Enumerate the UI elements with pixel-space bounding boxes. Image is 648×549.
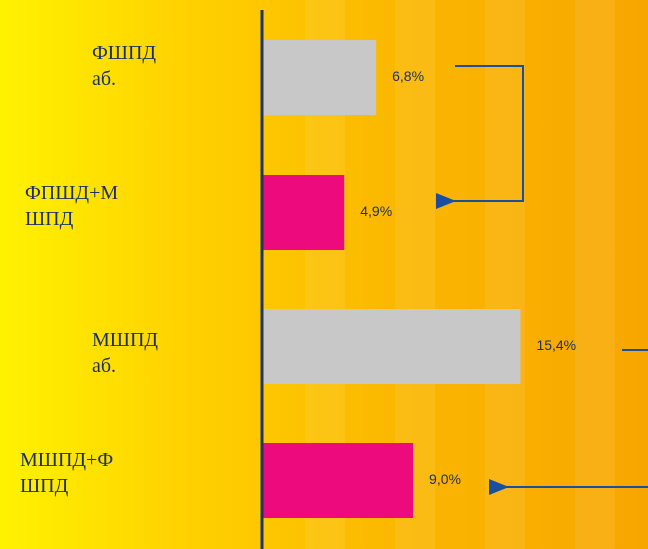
bar — [262, 443, 414, 518]
bar — [262, 175, 345, 250]
category-label: МШПД аб. — [92, 329, 159, 377]
value-label: 15,4% — [536, 337, 576, 353]
arrow — [436, 65, 524, 209]
value-label: 6,8% — [392, 68, 424, 84]
category-label: ФПШД+М ШПД — [25, 182, 119, 230]
bar — [262, 309, 521, 384]
value-label: 4,9% — [360, 203, 392, 219]
category-label: ФШПД аб. — [92, 42, 157, 90]
bar — [262, 40, 377, 115]
category-label: МШПД+Ф ШПД — [20, 449, 114, 497]
value-label: 9,0% — [429, 471, 461, 487]
